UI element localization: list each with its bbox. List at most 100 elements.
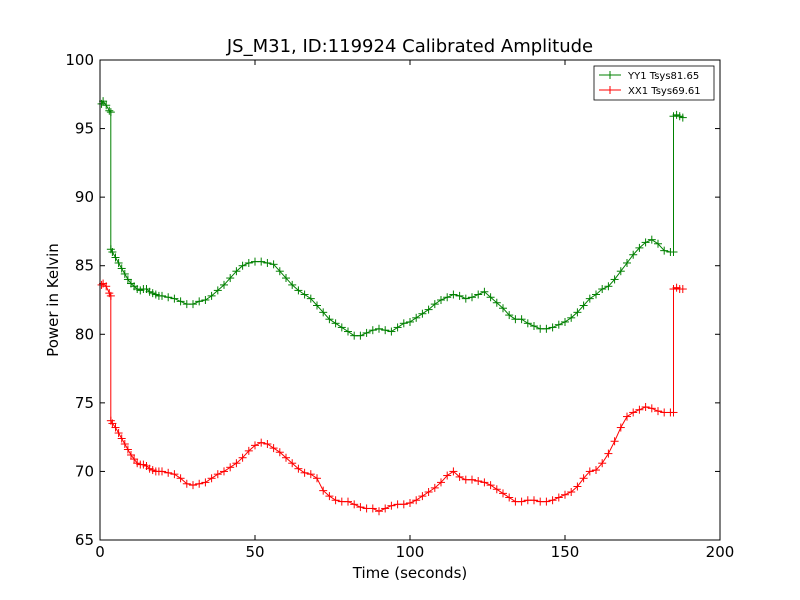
data-point — [111, 253, 120, 262]
y-tick-label: 85 — [75, 257, 94, 275]
data-point — [220, 280, 228, 289]
data-point — [412, 496, 421, 505]
data-point — [387, 327, 396, 336]
data-point — [108, 419, 117, 428]
data-point — [350, 500, 359, 509]
data-point — [610, 437, 619, 446]
data-point — [616, 267, 625, 276]
data-point — [344, 327, 352, 336]
data-point — [523, 319, 532, 328]
data-point — [393, 323, 402, 332]
data-point — [647, 235, 656, 244]
data-point — [418, 492, 427, 501]
data-point — [623, 412, 631, 421]
data-point — [232, 267, 241, 276]
data-point — [97, 280, 106, 289]
data-point — [455, 291, 464, 300]
data-point — [461, 294, 470, 303]
data-point — [654, 407, 662, 416]
data-point — [561, 490, 569, 499]
data-point — [579, 474, 588, 483]
x-axis-label: Time (seconds) — [352, 564, 468, 582]
data-point — [669, 248, 678, 256]
data-point — [592, 466, 600, 475]
data-point — [164, 468, 173, 477]
data-point — [182, 479, 191, 488]
data-point — [213, 286, 222, 295]
data-point — [542, 324, 551, 333]
data-point — [282, 453, 290, 462]
data-point — [313, 301, 321, 310]
data-point — [300, 468, 309, 477]
data-point — [120, 269, 129, 278]
data-point — [120, 440, 129, 448]
y-tick-label: 95 — [75, 120, 94, 138]
data-point — [449, 290, 458, 299]
data-point — [288, 459, 297, 468]
data-point — [251, 441, 259, 450]
y-tick-label: 70 — [75, 462, 94, 480]
data-point — [430, 300, 439, 309]
data-point — [207, 291, 216, 300]
data-point — [474, 290, 483, 299]
data-point — [647, 404, 656, 413]
data-point — [474, 477, 483, 486]
data-point — [102, 101, 111, 110]
data-point — [486, 293, 495, 302]
data-point — [117, 264, 126, 273]
data-point — [375, 507, 383, 516]
data-point — [269, 444, 278, 453]
data-point — [635, 243, 644, 252]
x-tick-label: 150 — [551, 543, 580, 561]
y-tick-label: 100 — [65, 51, 94, 69]
data-point — [505, 493, 514, 502]
data-point — [313, 474, 321, 483]
data-point — [604, 449, 613, 458]
legend: YY1 Tsys81.65 XX1 Tsys69.61 — [593, 65, 715, 101]
data-point — [424, 305, 433, 314]
data-point — [492, 485, 501, 494]
data-point — [548, 323, 557, 332]
data-point — [629, 408, 638, 417]
data-point — [257, 257, 266, 266]
data-point — [678, 285, 687, 294]
data-point — [554, 493, 563, 502]
data-point — [114, 258, 123, 267]
data-point — [319, 308, 328, 317]
data-point — [344, 497, 352, 506]
data-point — [111, 423, 120, 432]
data-point — [158, 291, 166, 300]
data-point — [641, 238, 650, 247]
data-point — [492, 298, 501, 307]
data-point — [263, 258, 272, 267]
data-point — [604, 282, 613, 291]
data-point — [573, 482, 582, 491]
data-point — [480, 478, 489, 487]
data-point — [117, 434, 126, 443]
data-point — [331, 496, 340, 505]
data-point — [226, 463, 235, 472]
plot-frame — [99, 59, 721, 541]
data-point — [170, 294, 179, 303]
data-point — [486, 481, 495, 490]
data-point — [306, 294, 315, 303]
data-point — [123, 275, 132, 284]
chart-title: JS_M31, ID:119924 Calibrated Amplitude — [226, 36, 593, 57]
data-point — [195, 297, 204, 306]
data-point — [356, 331, 365, 340]
data-point — [201, 296, 210, 304]
data-point — [424, 488, 433, 496]
data-point — [455, 472, 464, 481]
x-tick-label: 200 — [706, 543, 735, 561]
y-axis-label: Power in Kelvin — [44, 243, 62, 357]
data-point — [592, 290, 600, 299]
data-point — [201, 478, 210, 487]
data-point — [127, 450, 135, 459]
data-point — [263, 440, 272, 448]
data-point — [207, 474, 216, 483]
data-point — [629, 250, 638, 259]
data-point — [387, 501, 396, 510]
data-point — [443, 293, 452, 302]
data-point — [418, 309, 427, 318]
